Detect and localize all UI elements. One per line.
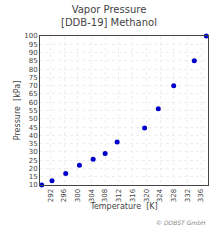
svg-text:25: 25 — [29, 157, 38, 165]
svg-text:Vapor Pressure[DDB-19] Methano: Vapor Pressure[DDB-19] Methanol — [61, 4, 157, 28]
svg-text:95: 95 — [29, 41, 38, 49]
svg-text:60: 60 — [29, 99, 38, 107]
svg-text:85: 85 — [29, 57, 38, 65]
svg-text:308: 308 — [101, 189, 109, 202]
svg-text:80: 80 — [29, 66, 38, 74]
svg-text:332: 332 — [184, 189, 192, 202]
svg-text:© DDBST GmbH: © DDBST GmbH — [156, 219, 206, 226]
svg-text:30: 30 — [29, 148, 38, 156]
svg-text:40: 40 — [29, 132, 38, 140]
svg-text:Pressure [kPa]: Pressure [kPa] — [13, 81, 22, 141]
svg-text:304: 304 — [88, 188, 96, 202]
svg-text:45: 45 — [29, 124, 38, 132]
svg-text:300: 300 — [74, 189, 82, 202]
svg-text:316: 316 — [129, 188, 137, 202]
svg-text:292: 292 — [47, 189, 55, 202]
svg-text:20: 20 — [29, 165, 38, 173]
svg-text:75: 75 — [29, 74, 38, 82]
svg-text:10: 10 — [29, 181, 38, 189]
svg-text:328: 328 — [170, 189, 178, 202]
svg-text:35: 35 — [29, 140, 38, 148]
svg-text:90: 90 — [29, 49, 38, 57]
svg-text:320: 320 — [143, 189, 151, 202]
svg-text:70: 70 — [29, 82, 38, 90]
svg-text:50: 50 — [29, 115, 38, 123]
svg-text:Temperature [K]: Temperature [K] — [89, 202, 157, 211]
svg-text:15: 15 — [29, 173, 38, 181]
svg-text:65: 65 — [29, 90, 38, 98]
svg-text:312: 312 — [115, 189, 123, 202]
svg-text:55: 55 — [29, 107, 38, 115]
svg-text:100: 100 — [24, 32, 37, 40]
svg-text:296: 296 — [60, 188, 68, 202]
svg-text:324: 324 — [156, 188, 164, 202]
svg-text:336: 336 — [197, 188, 205, 202]
